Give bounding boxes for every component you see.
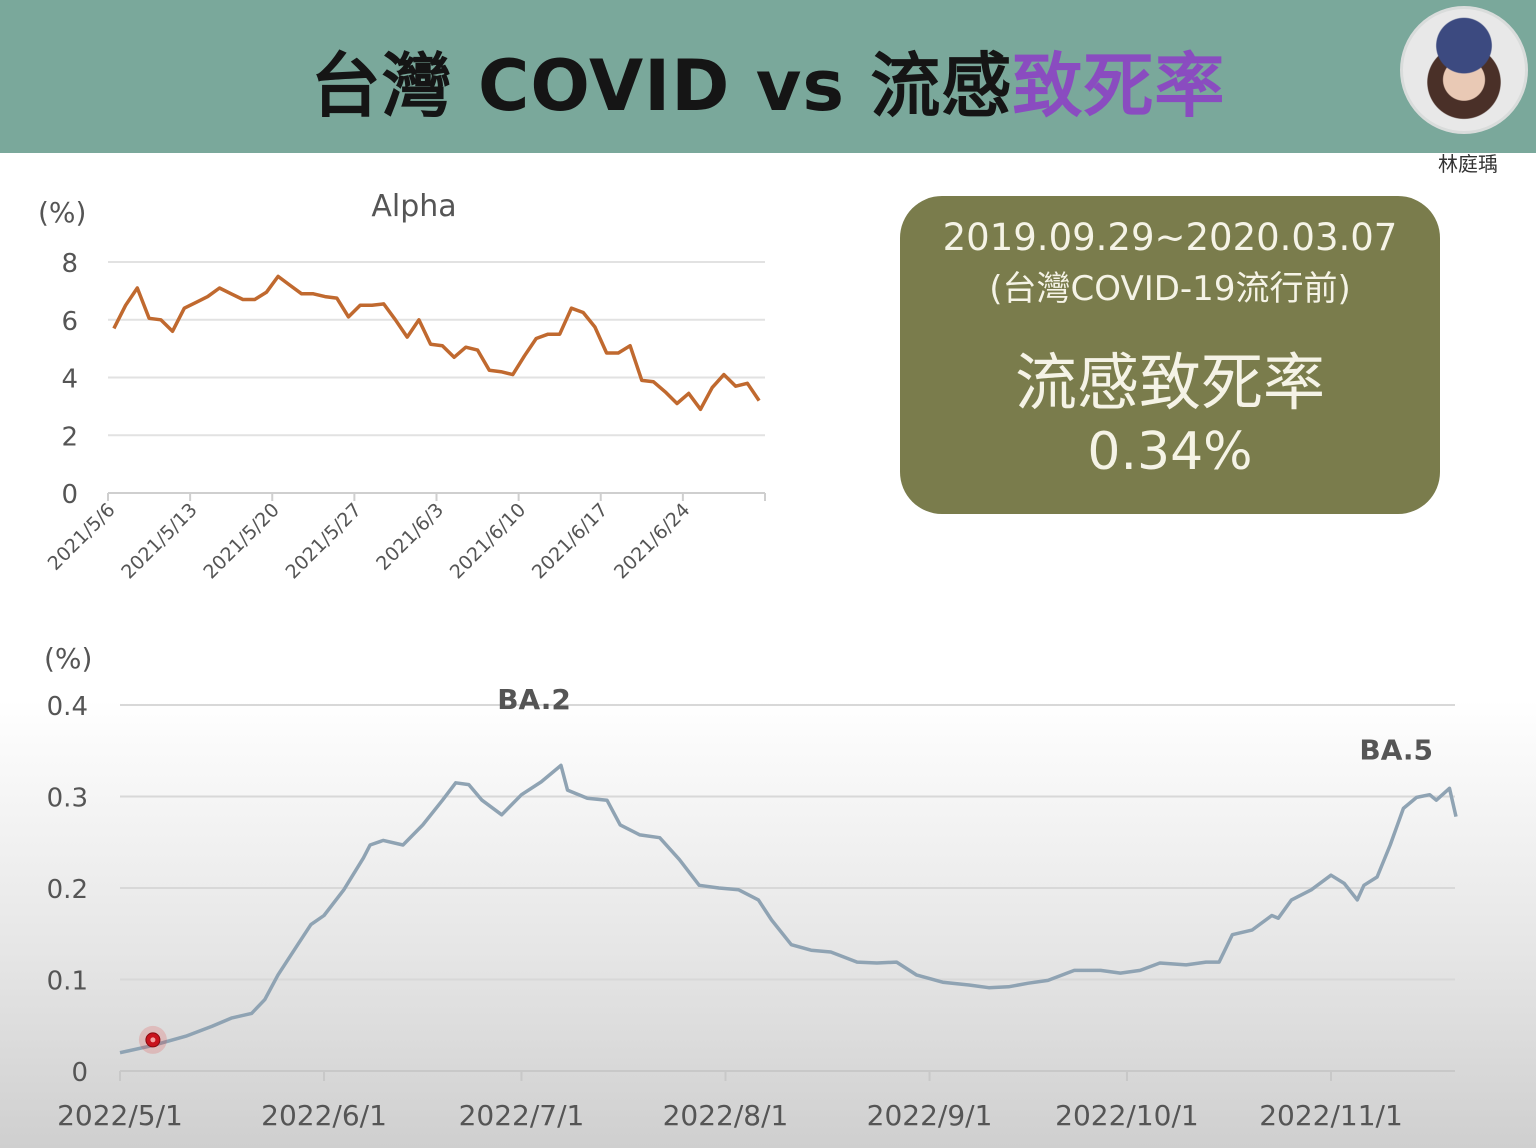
- presenter-name: 林庭瑀: [1438, 152, 1498, 176]
- omicron-x-tick-label: 2022/7/1: [459, 1099, 585, 1132]
- highlight-marker-center: [150, 1037, 156, 1043]
- omicron-y-tick-label: 0.1: [47, 967, 88, 997]
- alpha-y-axis-label: (%): [38, 196, 86, 229]
- info-date-range: 2019.09.29~2020.03.07: [942, 216, 1398, 259]
- omicron-x-tick-label: 2022/6/1: [261, 1099, 387, 1132]
- alpha-y-tick-label: 4: [61, 365, 78, 395]
- alpha-x-tick-label: 2021/5/27: [281, 499, 365, 583]
- alpha-x-tick-label: 2021/6/17: [528, 499, 612, 583]
- alpha-series-line: [112, 274, 761, 412]
- info-note: (台灣COVID-19流行前): [989, 269, 1351, 309]
- alpha-y-tick-label: 2: [61, 422, 78, 452]
- alpha-y-tick-label: 0: [61, 480, 78, 510]
- alpha-y-tick-label: 6: [61, 307, 78, 337]
- info-label: 流感致死率: [1014, 346, 1325, 419]
- alpha-y-tick-label: 8: [61, 249, 78, 279]
- omicron-x-tick-label: 2022/9/1: [867, 1099, 993, 1132]
- presenter-avatar: [1400, 6, 1528, 134]
- omicron-y-axis-label: (%): [44, 642, 92, 675]
- omicron-y-tick-label: 0.2: [47, 875, 88, 905]
- alpha-x-tick-label: 2021/5/13: [117, 499, 201, 583]
- omicron-x-tick-label: 2022/11/1: [1259, 1099, 1403, 1132]
- omicron-x-tick-label: 2022/5/1: [57, 1099, 183, 1132]
- omicron-annotation-label: BA.2: [497, 683, 571, 716]
- omicron-x-tick-label: 2022/8/1: [663, 1099, 789, 1132]
- omicron-series-line: [119, 763, 1458, 1055]
- omicron-y-tick-label: 0: [71, 1058, 88, 1088]
- omicron-x-tick-label: 2022/10/1: [1055, 1099, 1199, 1132]
- title-accent: 致死率: [1012, 45, 1226, 127]
- omicron-y-tick-label: 0.3: [47, 784, 88, 814]
- title-bar: [0, 0, 1536, 153]
- alpha-x-tick-label: 2021/5/6: [44, 499, 120, 575]
- omicron-annotation-label: BA.5: [1359, 733, 1433, 766]
- flu-fatality-info-box: 2019.09.29~2020.03.07 (台灣COVID-19流行前) 流感…: [900, 196, 1440, 514]
- alpha-x-tick-label: 2021/5/20: [199, 499, 283, 583]
- alpha-chart-title: Alpha: [371, 189, 456, 224]
- alpha-x-tick-label: 2021/6/24: [610, 499, 694, 583]
- info-value: 0.34%: [1087, 422, 1253, 482]
- alpha-x-tick-label: 2021/6/10: [446, 499, 530, 583]
- page-title: 台灣 COVID vs 流感致死率: [0, 30, 1536, 131]
- title-main: 台灣 COVID vs 流感: [310, 45, 1013, 127]
- omicron-y-tick-label: 0.4: [47, 692, 88, 722]
- alpha-x-tick-label: 2021/6/3: [372, 499, 448, 575]
